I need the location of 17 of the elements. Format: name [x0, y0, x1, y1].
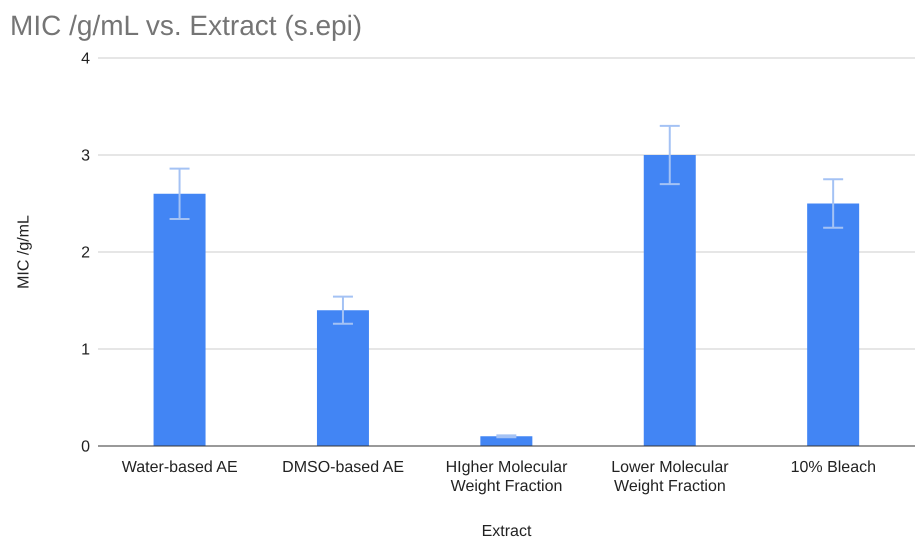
x-tick-label: DMSO-based AE: [282, 459, 404, 476]
y-axis-title: MIC /g/mL: [16, 215, 33, 289]
chart-title: MIC /g/mL vs. Extract (s.epi): [9, 9, 364, 43]
x-tick-label: Lower Molecular Weight Fraction: [611, 459, 730, 495]
bar: [316, 310, 369, 446]
x-axis-title: Extract: [482, 523, 532, 540]
y-tick-label: 1: [81, 342, 90, 359]
x-tick-label: HIgher Molecular Weight Fraction: [446, 459, 568, 495]
x-tick-label: 10% Bleach: [790, 459, 876, 476]
x-tick-label: Water-based AE: [122, 459, 238, 476]
bar: [154, 194, 206, 446]
y-tick-label: 2: [81, 244, 90, 262]
y-tick-label: 0: [81, 438, 90, 456]
bar: [644, 155, 696, 446]
y-tick-label: 4: [81, 50, 90, 68]
y-tick-label: 3: [81, 148, 90, 165]
bar: [807, 204, 860, 446]
